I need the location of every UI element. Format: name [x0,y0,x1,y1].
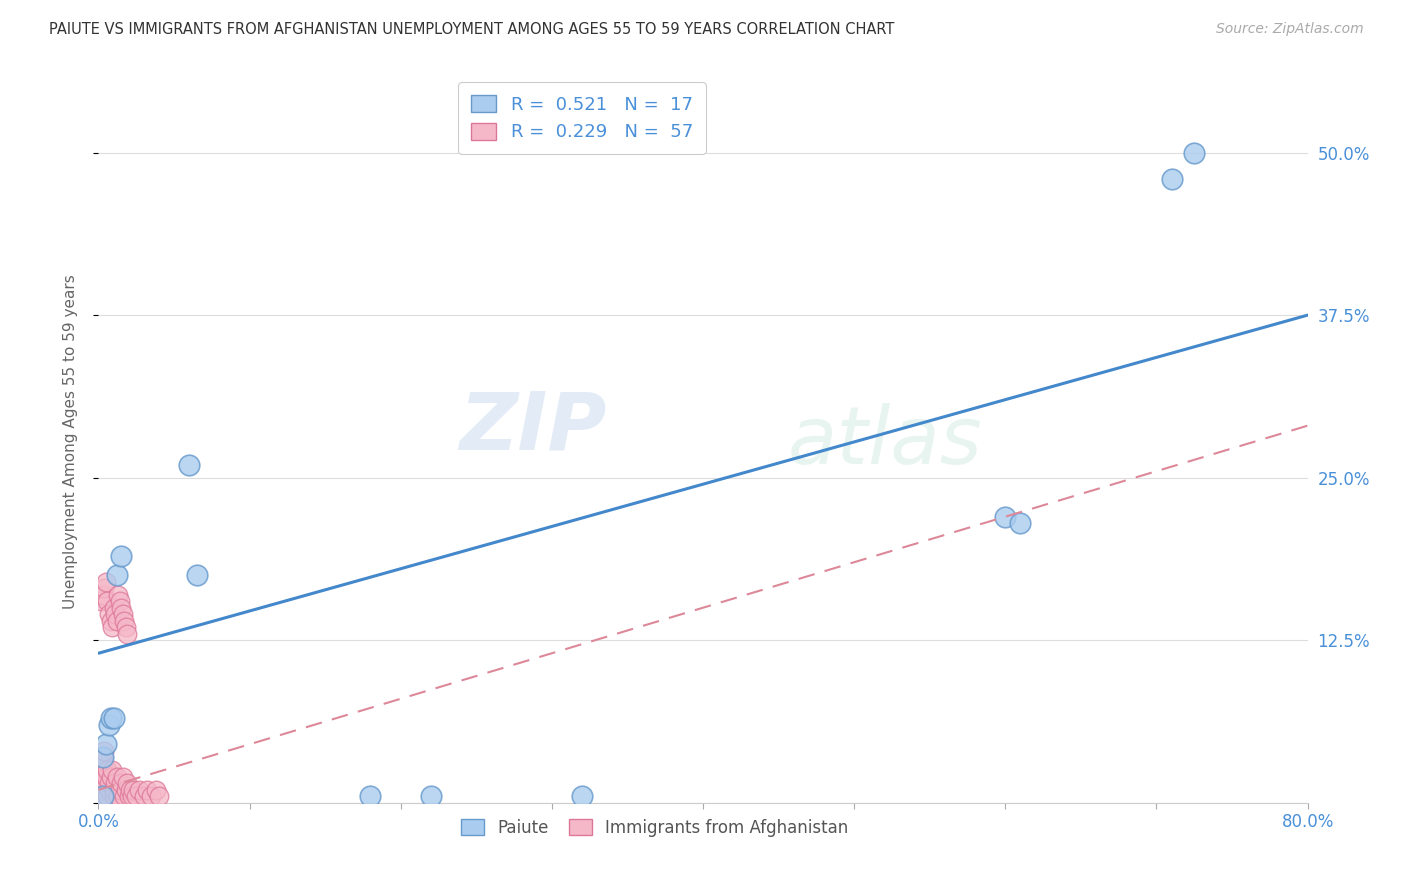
Point [110,549,132,563]
Point [100,770,122,784]
Point [111,607,134,622]
Point [91,750,114,764]
Point [105,568,128,582]
Point [1160,171,1182,186]
Point [100,614,122,628]
Point [98,776,121,790]
Point [115,776,138,790]
Point [90,770,112,784]
Point [94,574,117,589]
Point [148,789,170,804]
Point [112,789,135,804]
Point [141,789,163,804]
Point [91,756,114,771]
Point [104,607,127,622]
Point [105,770,128,784]
Point [104,776,127,790]
Point [98,607,121,622]
Point [1182,145,1205,160]
Point [571,789,593,804]
Point [145,782,167,797]
Point [111,770,134,784]
Point [125,789,148,804]
Point [94,737,117,751]
Point [107,789,129,804]
Point [132,789,155,804]
Point [87,789,110,804]
Text: atlas: atlas [787,402,983,481]
Point [98,718,121,732]
Point [1010,516,1032,531]
Point [91,789,114,804]
Point [103,789,125,804]
Point [93,744,115,758]
Y-axis label: Unemployment Among Ages 55 to 59 years: Unemployment Among Ages 55 to 59 years [63,274,77,609]
Point [101,620,124,634]
Point [114,620,136,634]
Point [103,711,125,725]
Point [108,594,131,608]
Point [101,764,124,778]
Point [179,458,201,472]
Point [96,764,118,778]
Point [110,776,132,790]
Point [98,782,121,797]
Point [93,782,115,797]
Point [994,509,1017,524]
Point [100,711,122,725]
Point [93,581,115,595]
Point [420,789,443,804]
Point [90,764,112,778]
Point [96,594,118,608]
Text: ZIP: ZIP [458,388,606,467]
Point [89,776,111,790]
Point [128,782,150,797]
Text: Source: ZipAtlas.com: Source: ZipAtlas.com [1216,22,1364,37]
Point [94,770,117,784]
Point [105,614,128,628]
Point [115,626,138,640]
Point [120,782,142,797]
Point [186,568,208,582]
Point [108,782,131,797]
Point [107,588,129,602]
Point [121,789,143,804]
Point [360,789,382,804]
Point [96,789,118,804]
Point [112,614,135,628]
Point [91,588,114,602]
Point [89,782,111,797]
Point [103,600,125,615]
Point [91,750,114,764]
Point [122,782,145,797]
Point [103,782,125,797]
Text: PAIUTE VS IMMIGRANTS FROM AFGHANISTAN UNEMPLOYMENT AMONG AGES 55 TO 59 YEARS COR: PAIUTE VS IMMIGRANTS FROM AFGHANISTAN UN… [49,22,894,37]
Point [94,776,117,790]
Point [114,782,136,797]
Point [90,594,112,608]
Point [135,782,157,797]
Point [110,600,132,615]
Point [118,789,141,804]
Legend: Paiute, Immigrants from Afghanistan: Paiute, Immigrants from Afghanistan [453,810,856,845]
